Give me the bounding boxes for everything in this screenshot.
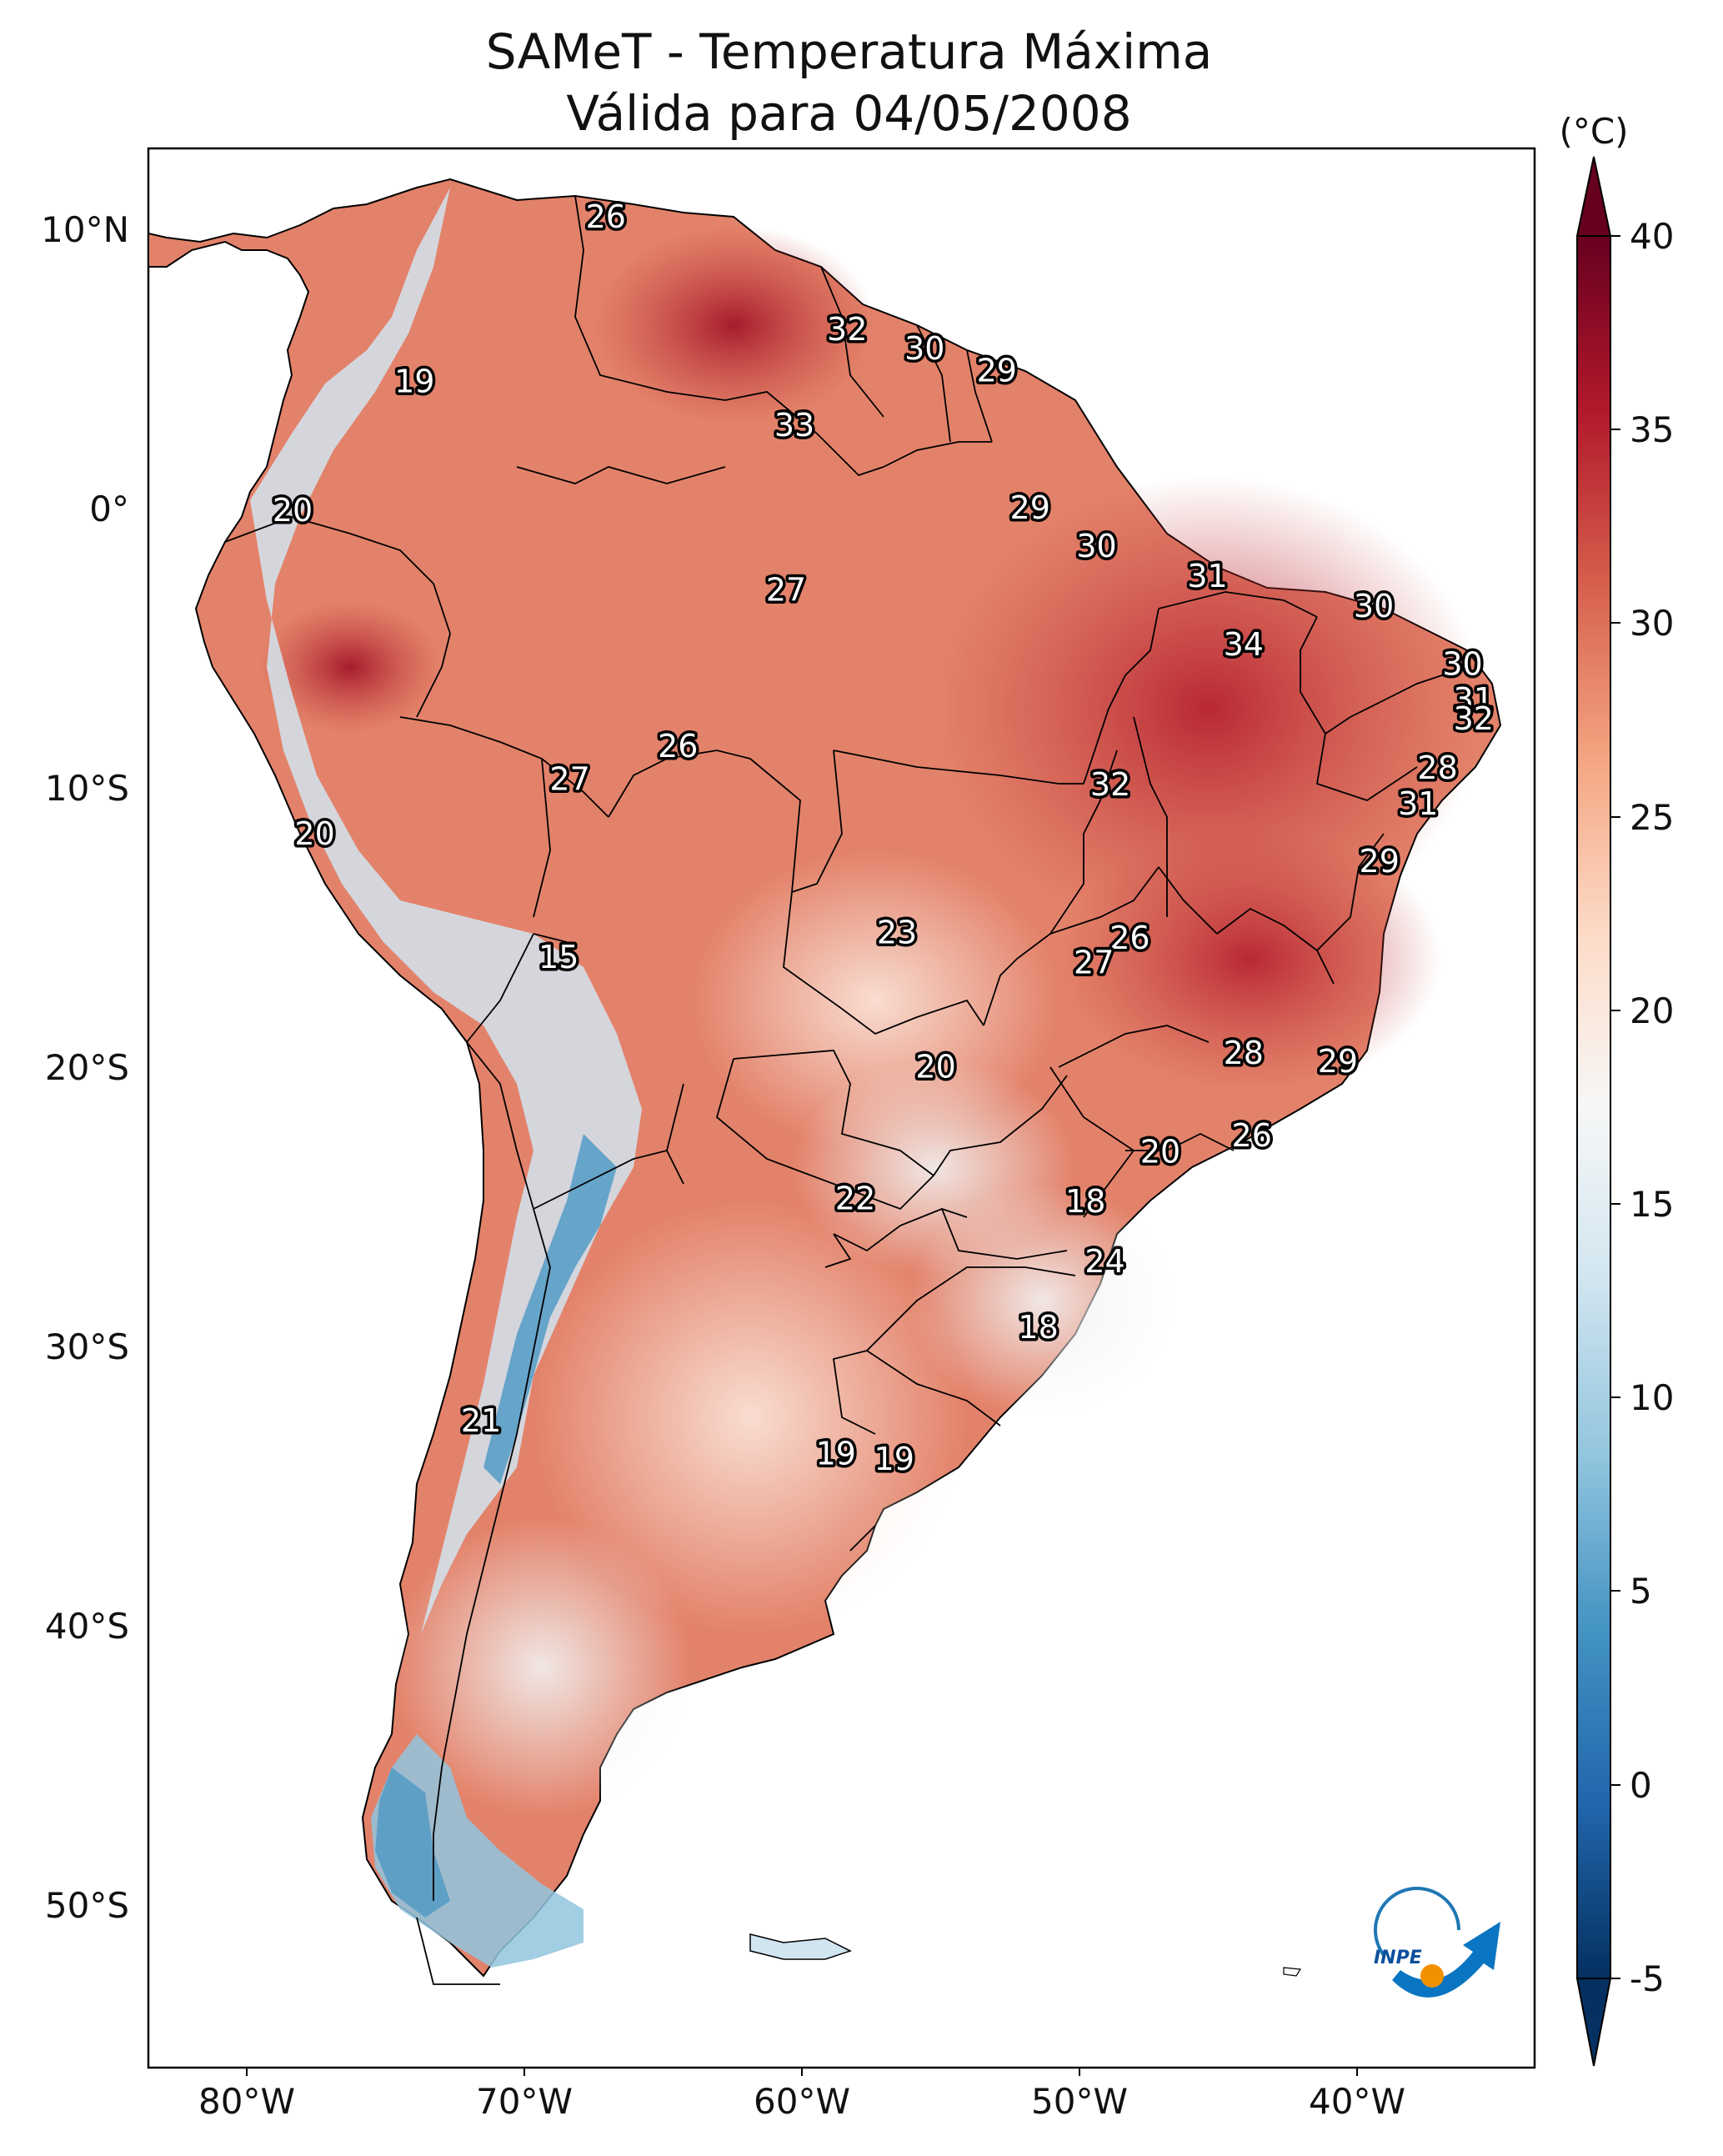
station-label: 20	[273, 492, 313, 529]
logo-ring-icon	[1374, 1887, 1460, 1957]
y-tick-0: 0°	[89, 489, 129, 529]
inpe-logo: INPE	[1374, 1887, 1500, 1998]
station-label: 33	[774, 407, 814, 444]
station-label: 21	[461, 1402, 501, 1439]
colorbar-extend-min	[1575, 1978, 1612, 2067]
station-label: 23	[877, 915, 917, 951]
station-label: 28	[1417, 750, 1457, 786]
cb-tick-15: 15	[1630, 1184, 1674, 1225]
station-label: 24	[1084, 1243, 1124, 1280]
logo-sun-icon	[1420, 1964, 1444, 1988]
station-label: 31	[1454, 681, 1494, 718]
station-label: 18	[1018, 1309, 1058, 1346]
hot-region-peru-lowland	[258, 600, 442, 734]
station-label: 30	[1076, 528, 1116, 564]
y-tick-10s: 10°S	[45, 768, 129, 809]
y-tick-30s: 30°S	[45, 1326, 129, 1367]
station-label: 27	[766, 572, 806, 609]
x-tick-80w: 80°W	[198, 2081, 295, 2122]
cb-tick-20: 20	[1630, 990, 1674, 1031]
x-tick-70w: 70°W	[476, 2081, 573, 2122]
falkland-islands	[749, 1933, 852, 1960]
station-label: 18	[1065, 1183, 1105, 1220]
cb-tick-5: 5	[1630, 1571, 1652, 1612]
station-label: 29	[1010, 489, 1050, 526]
chart-title: SAMeT - Temperatura Máxima Válida para 0…	[0, 21, 1698, 144]
station-label: 32	[1090, 766, 1130, 803]
logo-text: INPE	[1374, 1948, 1422, 1968]
title-line-1: SAMeT - Temperatura Máxima	[485, 23, 1213, 80]
cb-tick-minus5: -5	[1630, 1958, 1665, 1999]
title-line-2: Válida para 04/05/2008	[566, 85, 1132, 142]
cool-region-south-brazil	[909, 1184, 1175, 1417]
cb-tick-30: 30	[1630, 603, 1674, 644]
cb-tick-10: 10	[1630, 1377, 1674, 1418]
colorbar: 40 35 30 25 20 15 10 5 0 -5 (°C)	[1559, 111, 1674, 2067]
station-label: 32	[1454, 700, 1494, 737]
colorbar-unit: (°C)	[1559, 111, 1628, 152]
station-label: 30	[1442, 645, 1482, 682]
hot-region-venezuela	[592, 225, 875, 425]
station-label: 19	[874, 1441, 914, 1477]
cb-tick-25: 25	[1630, 797, 1674, 838]
logo-arrow-icon	[1392, 1922, 1500, 1998]
station-label: 29	[977, 352, 1017, 389]
station-label: 26	[1109, 920, 1150, 956]
station-label: 27	[1074, 945, 1114, 981]
station-label: 30	[1354, 588, 1394, 624]
cb-tick-35: 35	[1630, 409, 1674, 450]
map-layers	[148, 178, 1502, 1985]
station-label: 28	[1224, 1035, 1264, 1071]
station-label: 26	[586, 198, 626, 235]
station-label: 31	[1187, 558, 1227, 594]
station-label: 22	[835, 1181, 875, 1217]
station-label: 27	[549, 760, 589, 797]
station-label: 20	[294, 815, 334, 852]
x-tick-50w: 50°W	[1031, 2081, 1128, 2122]
cb-tick-40: 40	[1630, 216, 1674, 257]
y-tick-10n: 10°N	[41, 209, 129, 250]
political-borders	[224, 195, 1468, 1985]
station-label: 20	[915, 1049, 955, 1086]
x-tick-60w: 60°W	[754, 2081, 850, 2122]
station-label: 29	[1360, 843, 1400, 880]
station-label: 30	[904, 330, 944, 367]
y-axis: 10°N 0° 10°S 20°S 30°S 40°S 50°S	[41, 209, 129, 1926]
station-label: 26	[1232, 1117, 1272, 1154]
x-tick-40w: 40°W	[1309, 2081, 1405, 2122]
cb-tick-0: 0	[1630, 1765, 1652, 1806]
y-tick-20s: 20°S	[45, 1047, 129, 1088]
hot-region-southeast	[1059, 825, 1442, 1092]
colorbar-gradient	[1577, 236, 1610, 1978]
station-label: 19	[394, 364, 434, 400]
patagonia-coast-cold	[375, 1767, 450, 1918]
station-label: 31	[1398, 785, 1438, 822]
station-label: 26	[658, 728, 698, 765]
station-label: 32	[827, 311, 867, 348]
station-label: 29	[1318, 1043, 1358, 1080]
station-label: 34	[1224, 626, 1264, 663]
station-label: 19	[816, 1435, 856, 1472]
cool-region-patagonia	[392, 1517, 692, 1818]
colorbar-extend-max	[1575, 156, 1612, 237]
station-label: 20	[1140, 1134, 1180, 1171]
mild-region-argentina	[533, 1201, 967, 1634]
x-axis: 80°W 70°W 60°W 50°W 40°W	[198, 2068, 1405, 2122]
y-tick-50s: 50°S	[45, 1885, 129, 1926]
andes-cold-core	[483, 1134, 617, 1484]
y-tick-40s: 40°S	[45, 1606, 129, 1647]
south-georgia	[1283, 1967, 1302, 1977]
station-label: 15	[538, 939, 579, 975]
hot-region-northeast	[934, 475, 1484, 942]
